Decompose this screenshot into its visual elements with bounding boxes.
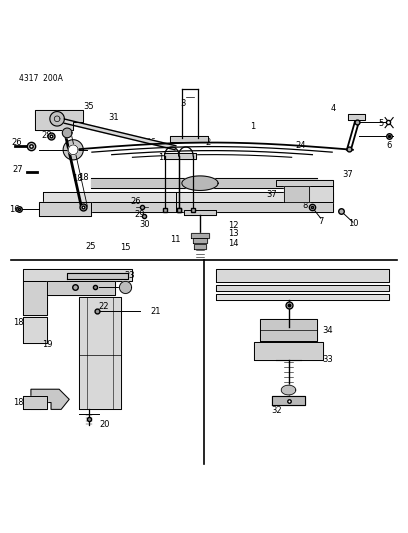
Polygon shape (284, 186, 308, 202)
Polygon shape (54, 117, 176, 150)
Polygon shape (39, 202, 91, 216)
Polygon shape (164, 153, 196, 159)
Polygon shape (281, 385, 296, 395)
Text: 1: 1 (250, 122, 255, 131)
Polygon shape (69, 145, 78, 155)
Polygon shape (348, 114, 365, 119)
Text: 30: 30 (139, 220, 150, 229)
Text: 20: 20 (99, 420, 109, 429)
Text: 8: 8 (302, 201, 307, 210)
Polygon shape (79, 297, 122, 409)
Text: 4317  200A: 4317 200A (19, 74, 63, 83)
Text: 18: 18 (78, 173, 89, 182)
Text: 4: 4 (330, 104, 335, 113)
Text: 18: 18 (13, 398, 23, 407)
Text: 22: 22 (98, 302, 109, 311)
Text: 16: 16 (9, 205, 19, 214)
Polygon shape (23, 280, 47, 315)
Text: 31: 31 (108, 113, 119, 122)
Text: 26: 26 (130, 197, 141, 206)
Text: 9: 9 (291, 182, 296, 190)
Polygon shape (216, 269, 389, 282)
Polygon shape (35, 110, 83, 130)
Polygon shape (216, 294, 389, 300)
Polygon shape (43, 192, 176, 202)
Text: 33: 33 (323, 356, 333, 365)
Text: 25: 25 (85, 242, 96, 251)
Text: 26: 26 (11, 138, 22, 147)
Text: 37: 37 (266, 190, 277, 199)
Text: 11: 11 (171, 235, 181, 244)
Polygon shape (23, 396, 47, 409)
Text: 32: 32 (271, 406, 282, 415)
Text: 18: 18 (72, 174, 82, 183)
Polygon shape (182, 176, 218, 190)
Polygon shape (170, 136, 208, 142)
Text: 37: 37 (342, 170, 353, 179)
Text: 19: 19 (42, 341, 52, 350)
Text: 3: 3 (180, 99, 185, 108)
Text: 10: 10 (348, 219, 359, 228)
Text: 21: 21 (151, 307, 161, 316)
Polygon shape (293, 186, 333, 202)
Polygon shape (194, 244, 206, 249)
Polygon shape (91, 178, 317, 188)
Polygon shape (176, 202, 333, 212)
Polygon shape (277, 180, 333, 186)
Polygon shape (23, 269, 131, 280)
Text: 7: 7 (318, 217, 324, 226)
Text: 14: 14 (228, 239, 239, 248)
Polygon shape (216, 285, 389, 290)
Text: 12: 12 (228, 221, 239, 230)
Text: 17: 17 (157, 152, 168, 161)
Polygon shape (120, 281, 131, 294)
Polygon shape (273, 396, 305, 405)
Text: 24: 24 (295, 141, 306, 150)
Text: 27: 27 (13, 165, 23, 174)
Text: 13: 13 (228, 229, 239, 238)
Text: 18: 18 (13, 318, 23, 327)
Text: 5: 5 (379, 119, 384, 128)
Polygon shape (62, 128, 72, 138)
Polygon shape (63, 140, 83, 160)
Text: 28: 28 (41, 131, 51, 140)
Text: 35: 35 (83, 102, 94, 111)
Text: 36: 36 (146, 138, 156, 147)
Polygon shape (254, 342, 323, 360)
Text: 6: 6 (386, 141, 392, 150)
Polygon shape (184, 210, 216, 215)
Text: 23: 23 (124, 271, 135, 280)
Text: 2: 2 (205, 138, 211, 147)
Polygon shape (50, 111, 64, 126)
Polygon shape (193, 238, 207, 243)
Polygon shape (191, 233, 209, 238)
Polygon shape (43, 202, 176, 212)
Text: 15: 15 (120, 243, 131, 252)
Text: 29: 29 (134, 209, 145, 219)
Polygon shape (260, 319, 317, 341)
Polygon shape (31, 389, 69, 409)
Polygon shape (47, 280, 115, 295)
Polygon shape (23, 317, 47, 343)
Polygon shape (67, 272, 128, 279)
Polygon shape (176, 192, 333, 202)
Text: 34: 34 (323, 326, 333, 335)
